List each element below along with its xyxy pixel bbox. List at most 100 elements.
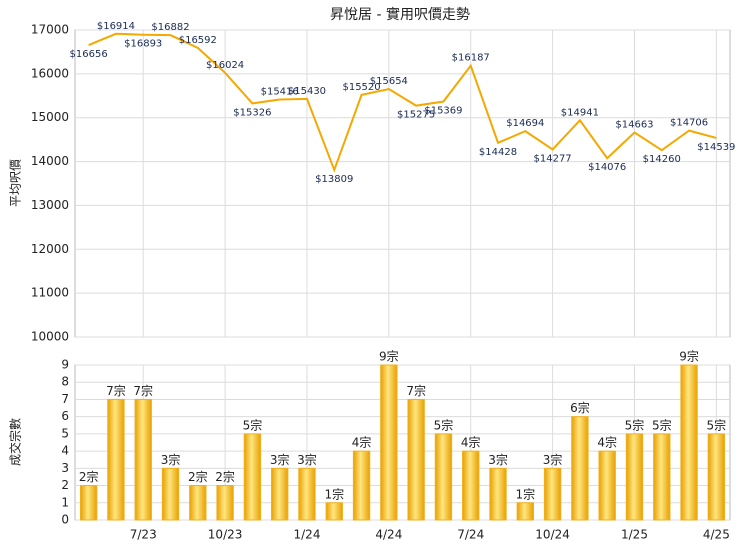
y-tick-label: 4 bbox=[61, 444, 69, 458]
x-tick-label: 7/23 bbox=[130, 528, 157, 542]
data-label: 5宗 bbox=[625, 417, 645, 432]
x-tick-label: 1/24 bbox=[294, 528, 321, 542]
data-label: 5宗 bbox=[243, 417, 263, 432]
data-label: $14663 bbox=[615, 119, 653, 130]
data-label: 9宗 bbox=[679, 349, 699, 364]
data-label: 3宗 bbox=[161, 452, 181, 467]
data-label: $14539 bbox=[697, 142, 735, 153]
data-label: 2宗 bbox=[215, 469, 235, 484]
y-axis-label: 平均呎價 bbox=[9, 159, 23, 207]
y-tick-label: 15000 bbox=[31, 110, 69, 124]
data-label: 4宗 bbox=[597, 435, 617, 450]
bar bbox=[79, 485, 98, 521]
y-tick-label: 11000 bbox=[31, 286, 69, 300]
y-tick-label: 7 bbox=[61, 392, 69, 406]
data-label: 1宗 bbox=[324, 486, 344, 501]
bar bbox=[352, 450, 371, 521]
x-tick-label: 10/23 bbox=[208, 528, 243, 542]
data-label: 3宗 bbox=[297, 452, 317, 467]
y-tick-label: 1 bbox=[61, 495, 69, 509]
data-label: 5宗 bbox=[434, 417, 454, 432]
data-label: $15416 bbox=[261, 86, 299, 97]
data-label: $16914 bbox=[97, 21, 135, 32]
x-tick-label: 7/24 bbox=[457, 528, 484, 542]
data-label: $16024 bbox=[206, 60, 244, 71]
data-label: $16592 bbox=[179, 35, 217, 46]
data-label: $15430 bbox=[288, 86, 326, 97]
bar bbox=[434, 433, 453, 521]
data-label: 7宗 bbox=[406, 383, 426, 398]
data-label: 6宗 bbox=[570, 400, 590, 415]
bar bbox=[680, 364, 698, 521]
x-tick-label: 4/25 bbox=[703, 528, 730, 542]
y-axis-label: 成交宗數 bbox=[8, 418, 23, 466]
bar bbox=[653, 433, 671, 521]
data-label: 3宗 bbox=[270, 452, 290, 467]
bar bbox=[489, 467, 507, 521]
data-label: $16656 bbox=[70, 49, 108, 60]
data-label: $14260 bbox=[643, 154, 681, 165]
data-label: $16882 bbox=[151, 22, 189, 33]
bar bbox=[243, 433, 262, 521]
data-label: 3宗 bbox=[488, 452, 508, 467]
bar bbox=[271, 467, 289, 521]
y-tick-label: 14000 bbox=[31, 154, 69, 168]
bar bbox=[189, 485, 207, 521]
bar bbox=[380, 364, 398, 521]
bar bbox=[516, 502, 534, 521]
data-label: 5宗 bbox=[652, 417, 672, 432]
bar bbox=[571, 416, 589, 521]
data-label: 2宗 bbox=[188, 469, 208, 484]
y-tick-label: 3 bbox=[61, 461, 69, 475]
data-label: 3宗 bbox=[543, 452, 563, 467]
y-tick-label: 6 bbox=[61, 409, 69, 423]
bar bbox=[107, 398, 125, 521]
data-label: 4宗 bbox=[352, 435, 372, 450]
bar bbox=[462, 450, 480, 521]
bar bbox=[134, 398, 152, 521]
bar bbox=[625, 433, 644, 521]
data-label: $14941 bbox=[561, 107, 599, 118]
data-label: $16187 bbox=[452, 53, 490, 64]
data-label: 1宗 bbox=[515, 486, 535, 501]
chart-title: 昇悅居 - 實用呎價走勢 bbox=[330, 6, 470, 23]
data-label: 5宗 bbox=[707, 417, 727, 432]
data-label: 4宗 bbox=[461, 435, 481, 450]
data-label: $14277 bbox=[534, 153, 572, 164]
data-label: $14076 bbox=[588, 162, 626, 173]
bar bbox=[407, 398, 425, 521]
y-tick-label: 10000 bbox=[31, 330, 69, 344]
x-tick-label: 1/25 bbox=[621, 528, 648, 542]
bar bbox=[707, 433, 726, 521]
y-tick-label: 12000 bbox=[31, 242, 69, 256]
bar bbox=[216, 485, 234, 521]
x-tick-label: 4/24 bbox=[375, 528, 402, 542]
data-label: $15369 bbox=[424, 106, 462, 117]
data-label: $15275 bbox=[397, 110, 435, 121]
y-tick-label: 5 bbox=[61, 426, 69, 440]
y-tick-label: 2 bbox=[61, 478, 69, 492]
data-label: 7宗 bbox=[106, 383, 126, 398]
data-label: 9宗 bbox=[379, 349, 399, 364]
bar bbox=[598, 450, 616, 521]
bar bbox=[161, 467, 180, 521]
y-tick-label: 13000 bbox=[31, 198, 69, 212]
data-label: 2宗 bbox=[79, 469, 99, 484]
y-tick-label: 8 bbox=[61, 375, 69, 389]
data-label: $14694 bbox=[506, 118, 544, 129]
data-label: $14428 bbox=[479, 147, 517, 158]
data-label: $15654 bbox=[370, 76, 408, 87]
line bbox=[88, 32, 717, 173]
data-label: $13809 bbox=[315, 174, 353, 185]
y-tick-label: 17000 bbox=[31, 23, 69, 37]
data-label: $15520 bbox=[342, 82, 380, 93]
x-tick-label: 10/24 bbox=[535, 528, 570, 542]
data-label: 7宗 bbox=[133, 383, 153, 398]
data-label: $16893 bbox=[124, 39, 162, 50]
y-tick-label: 0 bbox=[61, 513, 69, 527]
bar bbox=[298, 467, 316, 521]
data-label: $15326 bbox=[233, 107, 271, 118]
y-tick-label: 16000 bbox=[31, 66, 69, 80]
data-label: $14706 bbox=[670, 118, 708, 129]
